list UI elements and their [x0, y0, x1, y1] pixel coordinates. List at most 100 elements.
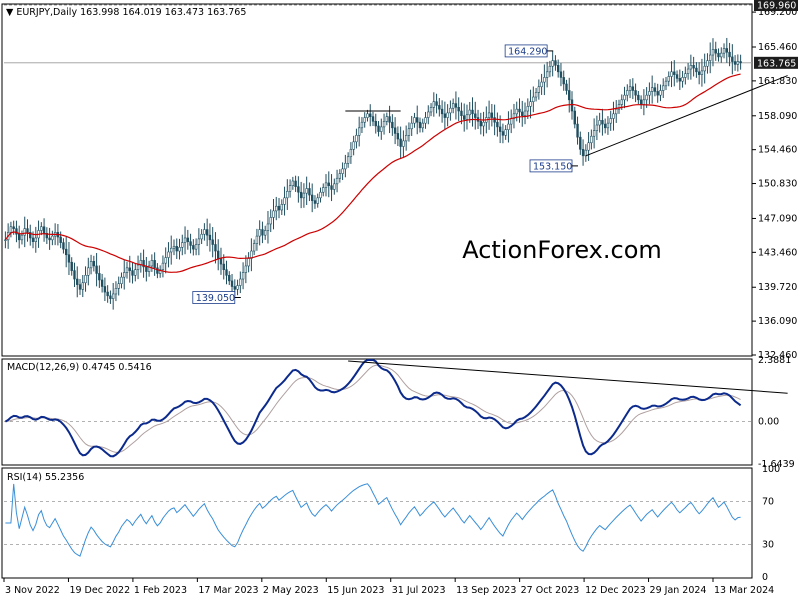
candle-body [474, 113, 477, 118]
ohlc-low: 163.473 [165, 7, 204, 18]
candle-body [598, 120, 601, 126]
candle-body [42, 226, 46, 234]
rsi-panel-frame [1, 467, 753, 579]
candle-body [603, 123, 607, 129]
candle-body [482, 121, 485, 127]
candle-body [664, 80, 668, 87]
candle-body [330, 185, 333, 190]
candle-body [601, 120, 604, 125]
candle-body [236, 285, 239, 290]
candle-body [355, 134, 358, 143]
candle-body [590, 135, 593, 144]
candle-body [667, 76, 670, 82]
date-axis-label: 29 Jan 2024 [650, 585, 707, 596]
candle-body [440, 108, 444, 115]
candle-body [543, 77, 546, 83]
candle-body [208, 234, 212, 241]
candle-body [333, 183, 336, 190]
candle-body [399, 138, 402, 147]
candle-body [297, 186, 300, 193]
candle-body [393, 127, 397, 134]
candle-body [479, 120, 482, 127]
candle-body [217, 250, 220, 259]
candle-body [324, 182, 328, 188]
price-label-box [754, 0, 798, 11]
rsi-tick-label: 100 [762, 464, 780, 475]
candle-body [84, 274, 87, 284]
candle-body [15, 228, 18, 235]
price-tick-label: 154.460 [758, 145, 797, 156]
candle-body [438, 105, 441, 110]
date-axis-label: 13 Sep 2023 [456, 585, 516, 596]
candle-body [100, 279, 104, 287]
watermark: ActionForex.com [462, 236, 662, 264]
macd-title: MACD(12,26,9) 0.4745 0.5416 [7, 362, 152, 373]
candle-body [109, 295, 112, 299]
candle-body [189, 241, 192, 246]
candle-body [95, 265, 98, 274]
ohlc-close: 163.765 [207, 7, 246, 18]
candle-body [427, 111, 430, 118]
candle-body [733, 61, 737, 65]
candle-body [167, 251, 170, 258]
candle-body [371, 116, 375, 122]
candle-body [228, 274, 231, 282]
candle-body [709, 54, 712, 61]
candle-body [335, 177, 339, 185]
candle-body [4, 239, 7, 241]
candle-body [697, 71, 701, 75]
candle-body [369, 113, 372, 117]
candle-body [313, 200, 317, 204]
candle-body [418, 121, 422, 129]
candle-body [269, 217, 272, 225]
candle-body [507, 123, 510, 130]
candle-body [327, 182, 330, 186]
candle-body [153, 260, 156, 269]
candle-body [81, 282, 84, 290]
candle-body [117, 283, 120, 289]
candle-body [40, 226, 43, 231]
price-tick-label: 139.720 [758, 282, 797, 293]
candle-body [380, 126, 383, 132]
candle-body [175, 246, 178, 252]
chart-title: EURJPY,Daily [16, 7, 77, 18]
candle-body [252, 243, 256, 252]
candle-body [363, 117, 366, 123]
date-axis-label: 27 Oct 2023 [521, 585, 580, 596]
candle-body [186, 237, 190, 242]
candle-body [559, 71, 563, 78]
candle-body [413, 117, 416, 124]
ohlc-open: 163.998 [80, 7, 119, 18]
svg-text:▼ EURJPY,Daily 163.998 164.019: ▼ EURJPY,Daily 163.998 164.019 163.473 1… [6, 7, 246, 18]
candle-body [125, 267, 129, 273]
candle-body [460, 110, 463, 116]
candle-body [161, 262, 165, 270]
candle-body [62, 242, 65, 250]
candle-body [111, 293, 115, 299]
candle-body [374, 120, 377, 127]
candle-body [26, 228, 29, 233]
macd-line [4, 359, 742, 458]
candle-body [114, 288, 118, 295]
candle-body [280, 204, 283, 211]
candle-body [277, 205, 281, 211]
candle-body [123, 272, 126, 278]
candle-body [471, 109, 474, 115]
candle-body [642, 99, 646, 105]
candle-body [706, 60, 709, 67]
candle-body [214, 244, 217, 252]
candle-body [341, 168, 344, 174]
candle-body [501, 131, 505, 136]
candle-body [579, 136, 582, 150]
candle-body [728, 51, 731, 58]
candle-body [673, 71, 676, 75]
candle-body [454, 103, 458, 108]
candle-body [288, 185, 292, 192]
candle-body [435, 101, 438, 106]
candle-body [695, 67, 698, 73]
candle-body [521, 111, 524, 116]
candle-body [623, 94, 626, 101]
candle-body [526, 106, 529, 112]
candle-body [255, 235, 259, 244]
candle-body [98, 273, 101, 281]
